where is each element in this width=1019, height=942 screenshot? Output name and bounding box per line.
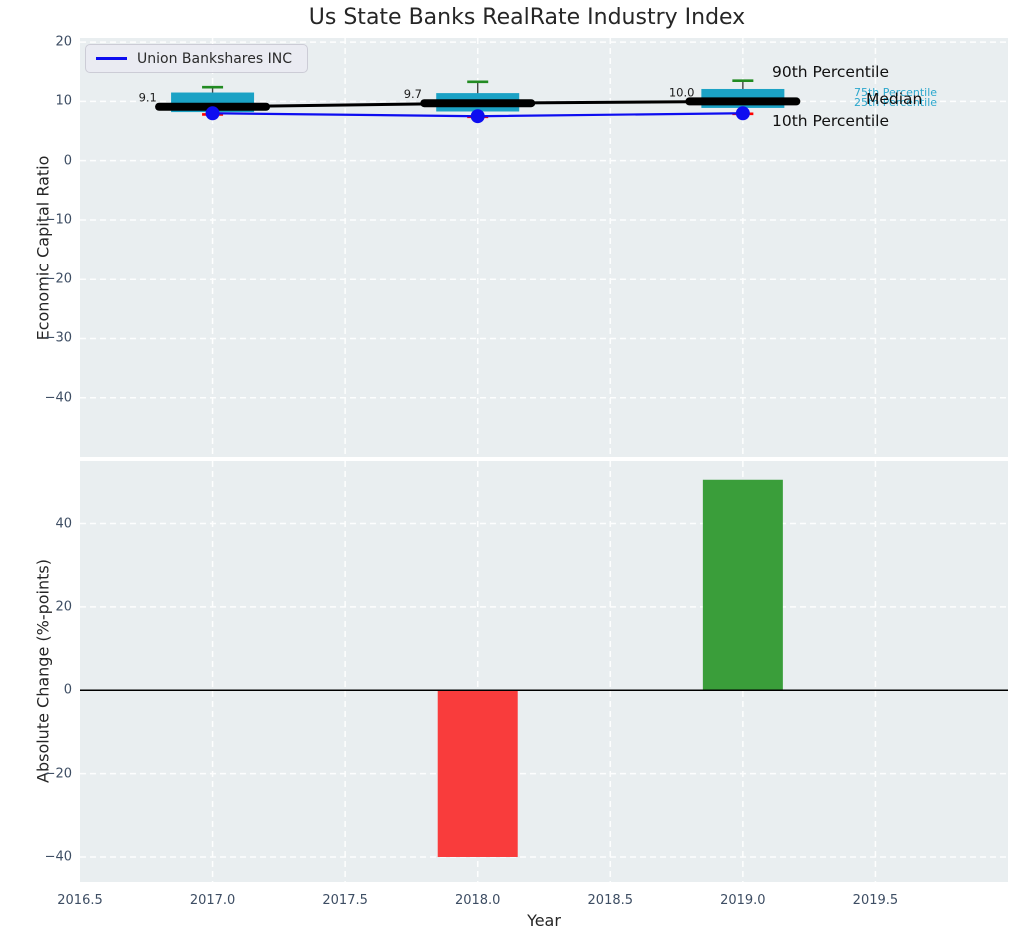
chart-title: Us State Banks RealRate Industry Index	[308, 5, 746, 30]
y-axis-label-bottom: Absolute Change (%-points)	[33, 559, 53, 783]
legend-label: Union Bankshares INC	[137, 50, 292, 67]
x-axis-label: Year	[527, 911, 561, 930]
x-tick-label: 2018.0	[454, 893, 501, 908]
y-tick-label-bottom: −20	[44, 766, 72, 782]
median-value-label: 9.7	[404, 87, 422, 101]
y-tick-label-top: 20	[55, 34, 72, 50]
x-tick-label: 2016.5	[57, 893, 103, 908]
x-tick-label: 2017.0	[189, 893, 236, 908]
x-tick-label: 2019.0	[720, 893, 766, 908]
legend-line-sample	[96, 57, 127, 60]
y-axis-label-top: Economic Capital Ratio	[33, 155, 53, 341]
y-tick-label-bottom: 0	[63, 682, 72, 698]
annotation-25th-percentile: 25th Percentile	[854, 96, 938, 109]
x-tick-label: 2017.5	[322, 893, 368, 908]
bottom-plot-area	[80, 461, 1008, 882]
legend: Union Bankshares INC	[85, 44, 308, 73]
y-tick-label-top: −20	[44, 271, 72, 287]
top-plot-area: 9.1 9.7 10.0	[80, 38, 1008, 457]
y-tick-label-bottom: −40	[44, 849, 72, 865]
y-tick-label-top: −30	[44, 330, 72, 346]
y-tick-label-top: 0	[63, 153, 72, 169]
annotation-median: Median	[866, 90, 923, 108]
bottom-plot-svg	[80, 461, 1008, 882]
y-tick-label-top: −10	[44, 212, 72, 228]
top-plot-svg: 9.1 9.7 10.0	[80, 38, 1008, 457]
company-point	[470, 109, 485, 124]
annotation-75th-percentile: 75th Percentile	[854, 86, 938, 99]
x-tick-label: 2018.5	[587, 893, 634, 908]
y-tick-label-top: 10	[55, 93, 72, 109]
y-tick-label-top: −40	[44, 390, 72, 406]
y-tick-label-bottom: 20	[55, 599, 72, 615]
x-tick-label: 2019.5	[852, 893, 899, 908]
annotation-90th-percentile: 90th Percentile	[772, 63, 890, 81]
bar-positive	[702, 479, 783, 691]
median-capsule	[685, 97, 801, 106]
y-tick-label-bottom: 40	[55, 516, 72, 532]
median-value-label: 10.0	[669, 85, 695, 99]
annotation-10th-percentile: 10th Percentile	[772, 112, 890, 130]
company-point	[735, 106, 750, 121]
company-point	[205, 106, 220, 121]
bar-negative	[437, 690, 518, 857]
median-capsule	[420, 99, 536, 108]
median-value-label: 9.1	[139, 91, 157, 105]
